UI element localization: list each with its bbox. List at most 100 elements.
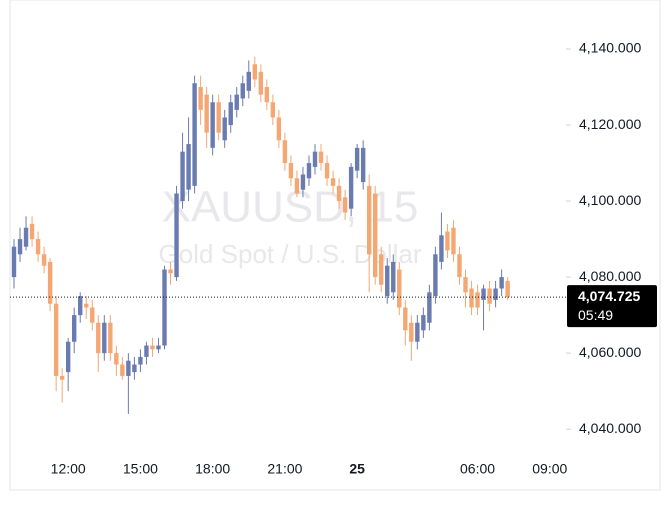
candle-body <box>330 178 336 186</box>
candle-body <box>439 235 444 262</box>
candle-body <box>11 246 17 278</box>
candle-body <box>174 193 179 278</box>
candle-body <box>204 94 209 133</box>
candle-body <box>180 151 185 202</box>
candle-body <box>499 277 504 289</box>
candle-body <box>114 353 119 365</box>
x-tick-label: 15:00 <box>123 461 158 477</box>
candle-body <box>445 231 450 251</box>
candle-body <box>433 254 438 297</box>
y-tick-label: 4,100.000 <box>579 192 641 208</box>
candle-body <box>312 151 318 167</box>
candle-body <box>463 277 468 293</box>
candle-body <box>53 303 59 376</box>
candle-body <box>144 345 149 357</box>
candle-body <box>493 288 498 300</box>
candle-body <box>228 102 233 126</box>
y-tick-label: 4,040.000 <box>579 420 641 436</box>
candle-body <box>192 83 197 186</box>
y-tick-label: 4,120.000 <box>579 116 641 132</box>
x-tick-label: 18:00 <box>195 461 230 477</box>
candle-body <box>108 322 113 354</box>
candle-body <box>427 292 432 323</box>
chart-frame <box>9 0 661 491</box>
candle-body <box>324 163 330 179</box>
candle-body <box>252 64 257 80</box>
candle-body <box>240 83 245 99</box>
candle-body <box>385 265 390 297</box>
candle-body <box>294 178 300 194</box>
x-tick-label: 09:00 <box>532 461 567 477</box>
candle-body <box>90 307 95 323</box>
candle-body <box>120 364 125 376</box>
last-price-label: 4,074.725 <box>578 288 640 304</box>
y-tick-label: 4,140.000 <box>579 40 641 56</box>
watermark-symbol: XAUUSD, 15 <box>162 183 419 232</box>
candle-body <box>373 193 378 278</box>
x-tick-label: 12:00 <box>51 461 86 477</box>
candle-body <box>246 71 251 91</box>
candle-body <box>186 144 191 190</box>
candle-body <box>17 239 23 255</box>
candle-body <box>162 269 167 346</box>
candle-body <box>84 303 89 308</box>
candle-body <box>487 288 492 304</box>
candle-body <box>379 254 384 285</box>
candle-body <box>366 185 372 255</box>
candle-body <box>300 174 306 190</box>
candle-body <box>198 87 203 110</box>
candle-body <box>409 322 414 342</box>
candle-body <box>126 360 131 376</box>
candle-body <box>391 261 396 293</box>
candle-body <box>78 296 83 316</box>
candle-body <box>348 166 354 209</box>
candle-body <box>210 102 215 148</box>
candle-body <box>264 87 270 103</box>
candle-body <box>150 345 155 350</box>
y-tick-label: 4,080.000 <box>579 268 641 284</box>
candle-body <box>306 163 312 179</box>
candle-body <box>222 117 227 141</box>
candle-body <box>35 239 41 255</box>
candle-body <box>457 254 462 278</box>
candle-body <box>168 269 173 274</box>
candle-body <box>354 147 360 171</box>
candle-body <box>451 227 456 255</box>
x-tick-label: 25 <box>349 461 365 477</box>
candle-body <box>29 223 35 240</box>
candle-body <box>288 163 294 179</box>
candle-body <box>415 322 420 342</box>
x-tick-label: 21:00 <box>267 461 302 477</box>
candle-body <box>505 280 510 298</box>
candle-body <box>360 147 366 183</box>
candle-body <box>216 102 221 133</box>
candle-body <box>23 227 29 247</box>
candle-body <box>41 254 47 266</box>
candle-body <box>270 102 276 118</box>
candle-body <box>481 288 486 300</box>
candle-body <box>403 307 408 331</box>
watermark-name: Gold Spot / U.S. Dollar <box>159 239 422 269</box>
candle-body <box>318 151 324 164</box>
candle-body <box>282 140 288 164</box>
x-tick-label: 06:00 <box>460 461 495 477</box>
candle-body <box>96 322 101 354</box>
candle-body <box>342 197 348 213</box>
candle-body <box>469 288 474 308</box>
candle-body <box>336 185 342 202</box>
candle-body <box>102 322 107 354</box>
candle-body <box>234 94 239 110</box>
candle-body <box>138 356 143 365</box>
candle-body <box>258 71 264 95</box>
y-tick-label: 4,060.000 <box>579 344 641 360</box>
last-price-box <box>567 285 657 328</box>
candle-body <box>132 364 137 373</box>
candle-body <box>156 345 161 350</box>
candle-body <box>276 117 282 141</box>
candle-body <box>475 292 480 308</box>
countdown: 05:49 <box>578 307 613 323</box>
candle-body <box>421 315 426 331</box>
candle-body <box>397 269 402 308</box>
candle-body <box>59 375 65 380</box>
